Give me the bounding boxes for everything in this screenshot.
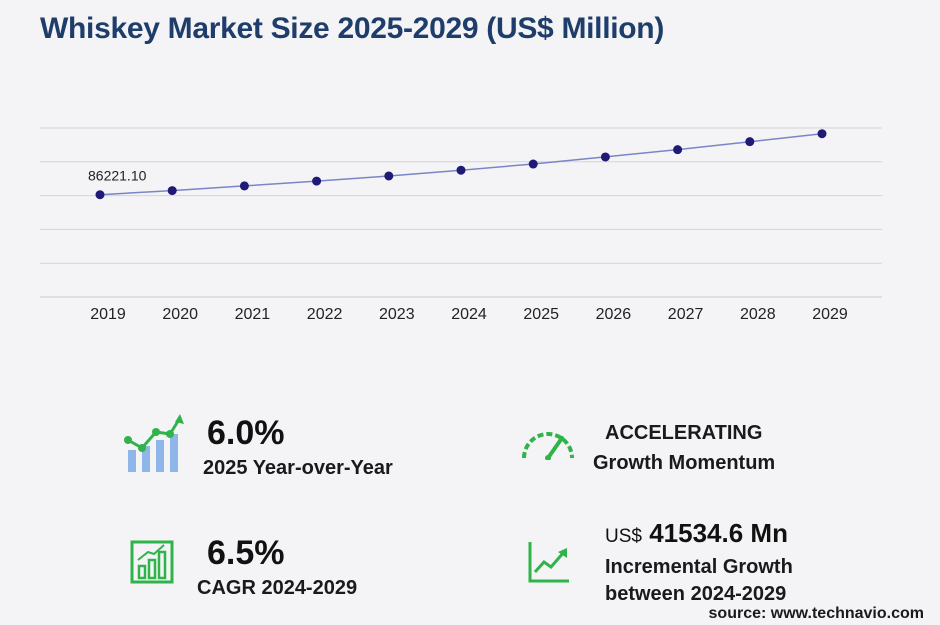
- bar-chart-icon: [130, 540, 174, 584]
- yoy-value: 6.0%: [207, 414, 285, 452]
- source-note: source: www.technavio.com: [708, 605, 924, 622]
- x-tick-2020: 2020: [162, 306, 198, 323]
- data-point-2023: [384, 171, 394, 181]
- momentum-caption: Growth Momentum: [593, 452, 776, 474]
- line-chart: 2019 2020 2021 2022 2023 2024 2025 2026 2027 2028…: [40, 127, 882, 323]
- chart-title: Whiskey Market Size 2025-2029 (US$ Milli…: [40, 12, 665, 45]
- currency-label: US$: [605, 526, 642, 547]
- data-point-2027: [673, 145, 683, 155]
- series-line: [99, 132, 823, 196]
- incremental-amount: 41534.6 Mn: [649, 518, 788, 548]
- x-tick-2027: 2027: [668, 306, 704, 323]
- momentum-label: ACCELERATING: [605, 422, 763, 444]
- x-tick-2026: 2026: [596, 306, 632, 323]
- data-point-2020: [167, 186, 177, 196]
- data-label-2019: 86221.10: [88, 168, 147, 184]
- yoy-caption: 2025 Year-over-Year: [203, 457, 393, 479]
- data-point-2028: [745, 137, 755, 147]
- x-tick-2023: 2023: [379, 306, 415, 323]
- x-tick-2022: 2022: [307, 306, 343, 323]
- data-point-2025: [528, 159, 538, 169]
- data-point-2024: [456, 165, 466, 175]
- x-tick-2024: 2024: [451, 306, 487, 323]
- data-labels: 86221.10: [88, 168, 147, 184]
- x-tick-2021: 2021: [235, 306, 271, 323]
- data-point-2029: [817, 129, 827, 139]
- x-axis-ticks: 2019 2020 2021 2022 2023 2024 2025 2026 2027 2028…: [90, 306, 848, 323]
- data-point-2019: [95, 190, 105, 200]
- x-tick-2029: 2029: [812, 306, 848, 323]
- cagr-value: 6.5%: [207, 534, 285, 572]
- x-tick-2028: 2028: [740, 306, 776, 323]
- data-point-2026: [600, 152, 610, 162]
- line-growth-icon: [528, 542, 569, 583]
- speedometer-icon: [522, 432, 574, 460]
- data-point-2022: [312, 176, 322, 186]
- incremental-value: US$ 41534.6 Mn: [605, 518, 788, 549]
- cagr-caption: CAGR 2024-2029: [197, 577, 358, 599]
- incremental-caption-2: between 2024-2029: [605, 583, 787, 605]
- bar-growth-icon: [124, 414, 184, 472]
- incremental-caption-1: Incremental Growth: [605, 556, 793, 578]
- x-tick-2019: 2019: [90, 306, 126, 323]
- data-point-2021: [239, 181, 249, 191]
- x-tick-2025: 2025: [523, 306, 559, 323]
- gridlines: [40, 127, 882, 298]
- markers: [95, 129, 827, 200]
